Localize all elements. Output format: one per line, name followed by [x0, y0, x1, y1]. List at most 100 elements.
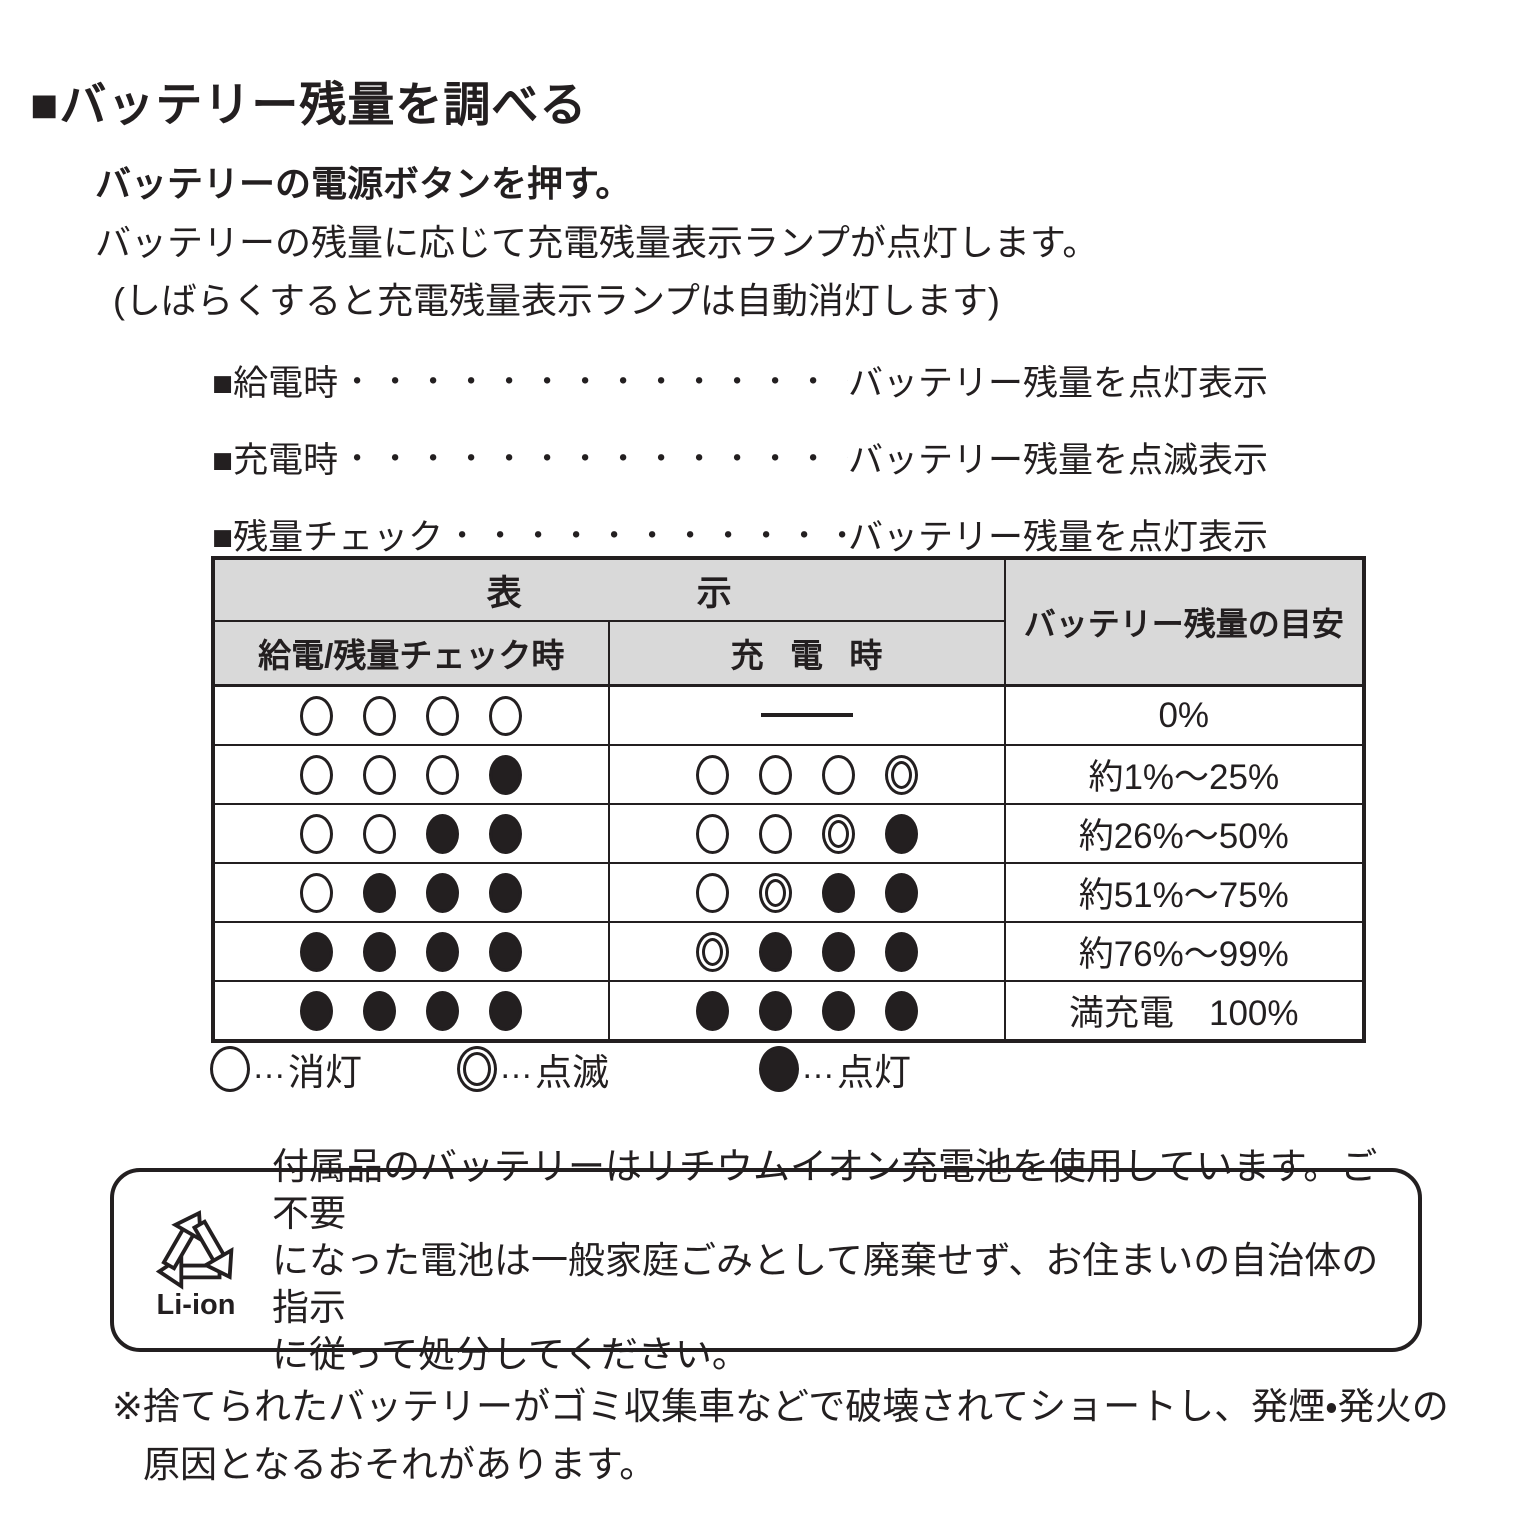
level-cell: 約76%～99% — [1003, 921, 1365, 982]
leader-dots: ・・・・・・・・・・・・・・・・・・・・・・・・ — [342, 443, 848, 476]
table-header-display: 表示 — [212, 557, 1006, 622]
lamp-on-icon — [758, 990, 792, 1031]
lamp-off-icon — [300, 872, 334, 913]
lamp-off-icon — [300, 695, 334, 736]
table-body: 0% 約1%～25% 約26%～50% 約51%～75% 約76%～99% 満充電 100… — [212, 684, 1365, 1042]
li-ion-label: Li-ion — [156, 1288, 236, 1321]
table-row: 約76%～99% — [212, 921, 1365, 982]
lamp-on-icon — [363, 872, 397, 913]
mode-summary-list: ■給電時・・・・・・・・・・・・・・・・・・・・・・・・バッテリー残量を点灯表示… — [212, 355, 1268, 586]
lamp-cell-charge — [607, 862, 1006, 923]
lamp-on-icon — [426, 990, 460, 1031]
lamp-cell-charge — [607, 803, 1006, 864]
col-header-supply: 給電/残量チェック時 — [212, 620, 610, 687]
disposal-warning: ※ 捨てられたバッテリーがゴミ収集車などで破壊されてショートし、発煙・発火の 原因… — [112, 1378, 1449, 1494]
legend-separator: … — [801, 1047, 835, 1086]
recycle-notice-box: Li-ion 付属品のバッテリーはリチウムイオン充電池を使用しています。ご不要に… — [110, 1146, 1422, 1375]
jump-value: バッテリー残量を点灯表示 — [847, 518, 1268, 557]
li-ion-recycle-badge: Li-ion — [132, 1199, 260, 1322]
no-indication-dash-icon — [760, 713, 853, 718]
leader-dots: ・・・・・・・・・・・・・・・・・・・・ — [447, 520, 848, 553]
lamp-cell-charge — [607, 980, 1006, 1042]
table-row: 約26%～50% — [212, 803, 1365, 864]
lamp-off-icon — [300, 813, 334, 854]
lamp-on-icon — [426, 813, 460, 854]
lamp-off-icon — [695, 813, 729, 854]
battery-status-table: 表示 バッテリー残量の目安 給電/残量チェック時 充電時 0% 約1%～25% 約2… — [210, 556, 1367, 1043]
lamp-on-icon — [489, 931, 523, 972]
recycle-notice-text: 付属品のバッテリーはリチウムイオン充電池を使用しています。ご不要 になった電池は一… — [272, 1143, 1408, 1378]
notice-text-line: になった電池は一般家庭ごみとして廃棄せず、お住まいの自治体の指示 — [272, 1239, 1379, 1328]
lamp-off-icon — [695, 754, 729, 795]
jump-value: バッテリー残量を点滅表示 — [847, 441, 1268, 480]
jump-label: ■充電時 — [212, 441, 339, 480]
legend-label: 消灯 — [288, 1052, 362, 1093]
lamp-on-icon — [489, 872, 523, 913]
legend-item: … 消灯 — [210, 1042, 362, 1096]
description-note: (しばらくすると充電残量表示ランプは自動消灯します) — [113, 280, 1000, 321]
warning-marker: ※ — [112, 1386, 144, 1427]
lamp-on-icon — [884, 990, 918, 1031]
recycling-mobius-loop-icon — [154, 1203, 245, 1288]
warning-lines: 捨てられたバッテリーがゴミ収集車などで破壊されてショートし、発煙・発火の 原因とな… — [143, 1378, 1449, 1494]
step-instruction: バッテリーの電源ボタンを押す。 — [95, 163, 632, 204]
lamp-on-icon — [300, 990, 334, 1031]
lamp-off-icon — [695, 872, 729, 913]
lamp-cell-supply — [212, 980, 610, 1042]
page-title: ■バッテリー残量を調べる — [30, 78, 588, 131]
lamp-cell-supply — [212, 744, 610, 805]
lamp-off-icon — [489, 695, 523, 736]
lamp-on-icon — [300, 931, 334, 972]
lamp-on-icon — [884, 813, 918, 854]
lamp-off-icon — [363, 695, 397, 736]
lamp-blink-icon — [695, 931, 729, 972]
jump-line: ■充電時・・・・・・・・・・・・・・・・・・・・・・・・バッテリー残量を点滅表示 — [212, 432, 1268, 483]
notice-text-line: 付属品のバッテリーはリチウムイオン充電池を使用しています。ご不要 — [272, 1145, 1378, 1234]
lamp-on-icon — [884, 931, 918, 972]
warning-line: 原因となるおそれがあります。 — [143, 1444, 657, 1485]
level-cell: 満充電 100% — [1003, 980, 1365, 1042]
lamp-on-icon — [884, 872, 918, 913]
lamp-off-icon — [363, 754, 397, 795]
lamp-off-icon — [758, 754, 792, 795]
legend-label: 点滅 — [535, 1052, 609, 1093]
lamp-on-icon — [426, 872, 460, 913]
lamp-cell-supply — [212, 862, 610, 923]
lamp-on-icon — [695, 990, 729, 1031]
table-row: 0% — [212, 684, 1365, 746]
level-cell: 約26%～50% — [1003, 803, 1365, 864]
lamp-cell-charge — [607, 744, 1006, 805]
legend-item: … 点滅 — [457, 1042, 609, 1096]
lamp-blink-icon — [821, 813, 855, 854]
table-row: 満充電 100% — [212, 980, 1365, 1042]
lamp-cell-charge — [607, 921, 1006, 982]
leader-dots: ・・・・・・・・・・・・・・・・・・・・・・・・ — [342, 366, 848, 399]
lamp-on-icon — [821, 872, 855, 913]
lamp-blink-icon — [758, 872, 792, 913]
lamp-on-icon — [821, 931, 855, 972]
lamp-cell-charge — [607, 684, 1006, 746]
legend-lamp-blink-icon — [457, 1046, 497, 1092]
col-header-charge: 充電時 — [607, 620, 1006, 687]
level-cell: 約1%～25% — [1003, 744, 1365, 805]
lamp-off-icon — [758, 813, 792, 854]
lamp-off-icon — [300, 754, 334, 795]
lamp-legend: … 消灯… 点滅… 点灯 — [210, 1042, 911, 1096]
legend-lamp-on-icon — [759, 1046, 799, 1092]
lamp-cell-supply — [212, 921, 610, 982]
jump-line: ■残量チェック・・・・・・・・・・・・・・・・・・・・バッテリー残量を点灯表示 — [212, 509, 1268, 560]
lamp-cell-supply — [212, 803, 610, 864]
legend-label: 点灯 — [837, 1052, 911, 1093]
table-row: 約51%～75% — [212, 862, 1365, 923]
lamp-off-icon — [426, 695, 460, 736]
lamp-on-icon — [363, 931, 397, 972]
lamp-off-icon — [426, 754, 460, 795]
lamp-on-icon — [426, 931, 460, 972]
legend-separator: … — [499, 1047, 533, 1086]
lamp-on-icon — [363, 990, 397, 1031]
lamp-on-icon — [489, 813, 523, 854]
col-header-level: バッテリー残量の目安 — [1003, 557, 1365, 687]
lamp-on-icon — [821, 990, 855, 1031]
jump-label: ■給電時 — [212, 364, 339, 403]
